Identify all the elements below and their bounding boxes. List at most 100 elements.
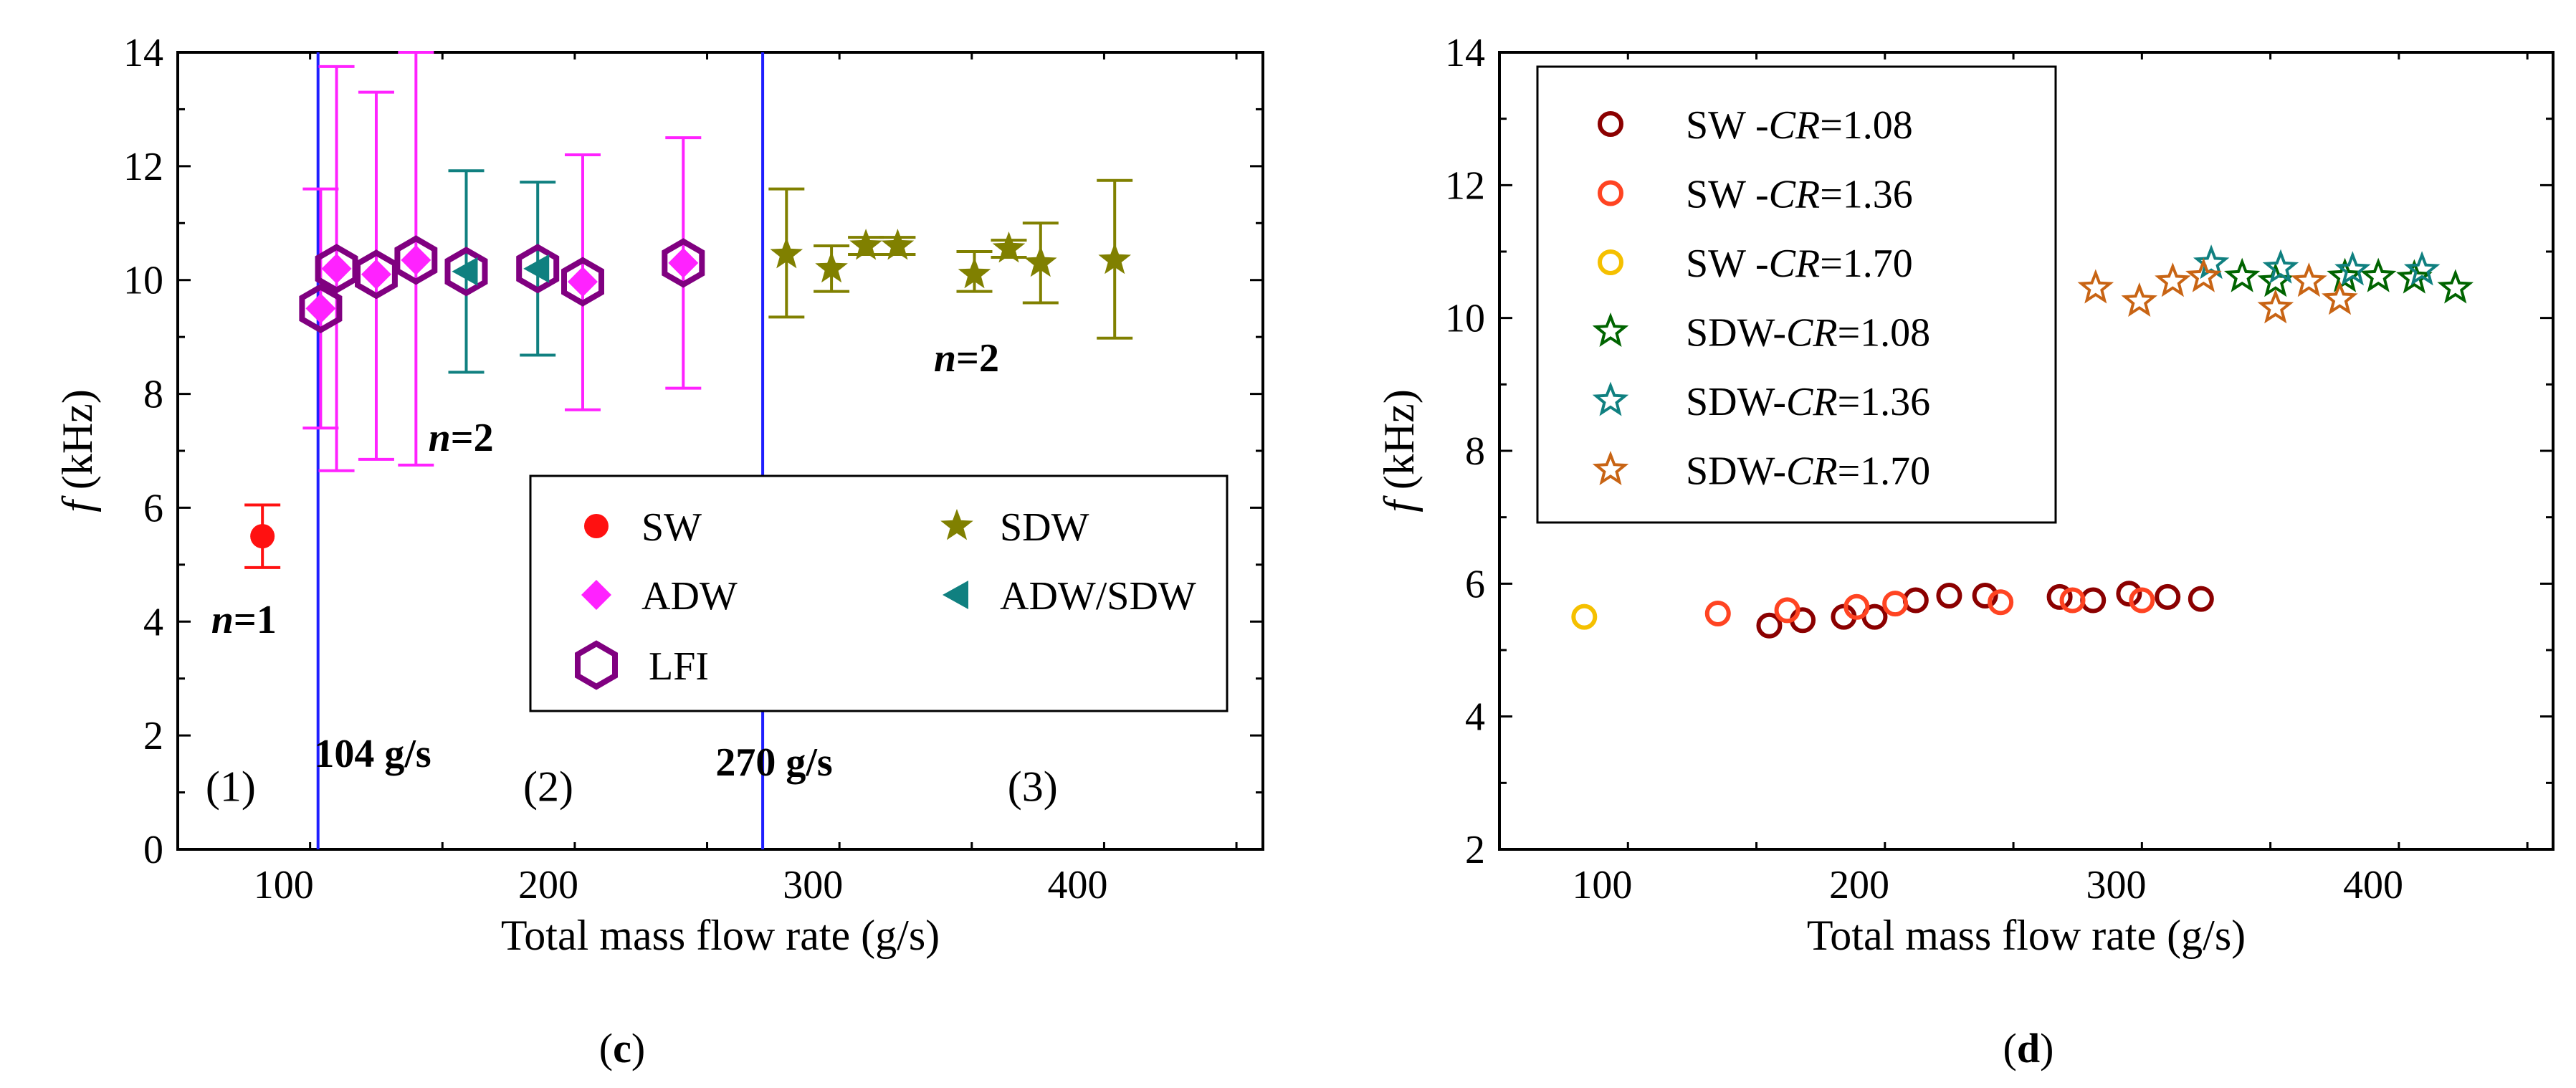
y-tick-label: 12 <box>1445 163 1485 208</box>
data-point-lfi <box>394 235 438 285</box>
data-point-series-5 <box>2262 249 2299 284</box>
legend-label: ADW <box>641 574 738 619</box>
data-point-sdw <box>958 257 991 289</box>
x-tick-label: 300 <box>2086 863 2146 907</box>
region-label: (2) <box>523 763 573 810</box>
data-point-series-1 <box>1936 583 1962 609</box>
mode-value: =2 <box>451 416 494 460</box>
data-point-lfi <box>299 283 343 334</box>
boundary-label: 270 g/s <box>715 740 832 785</box>
data-point-lfi <box>315 244 358 294</box>
legend-marker-6 <box>1592 450 1629 485</box>
data-point-series-1 <box>2155 583 2181 610</box>
data-point-series-4 <box>2396 259 2433 294</box>
boundary-label: 104 g/s <box>314 732 431 776</box>
data-point-adw <box>401 244 431 275</box>
legend-marker-adw <box>581 580 611 610</box>
legend-label-value: =1.36 <box>1838 380 1931 424</box>
data-point-series-5 <box>2193 244 2230 280</box>
legend-label-value: =1.36 <box>1820 173 1913 217</box>
legend-marker-sdw <box>940 509 973 540</box>
y-axis-label-unit: (kHz) <box>54 389 101 500</box>
y-tick-label: 4 <box>143 600 163 644</box>
data-point-lfi <box>516 244 560 294</box>
caption-paren: ( <box>2003 1025 2017 1072</box>
legend-box <box>529 474 1229 712</box>
legend-label-name: SW - <box>1686 242 1769 286</box>
legend-label-symbol: CR <box>1769 103 1821 148</box>
y-tick-label: 4 <box>1465 695 1485 740</box>
legend-box <box>1536 65 2057 524</box>
legend-label: SW -CR=1.36 <box>1686 173 1913 217</box>
legend-label: SDW-CR=1.70 <box>1686 449 1930 494</box>
x-tick-label: 300 <box>783 863 843 907</box>
data-point-adw <box>305 293 336 324</box>
legend-label: SDW-CR=1.08 <box>1686 311 1930 355</box>
chart-panel-c: 100 200 300 400 0 2 4 6 8 10 12 14 Total mass flow r… <box>54 31 1264 959</box>
data-point-series-2 <box>1988 589 2014 616</box>
legend: SW SDW ADW ADW/SDW LFI <box>529 474 1229 712</box>
data-point-series-2 <box>1774 597 1800 624</box>
legend-label-symbol: CR <box>1769 242 1821 286</box>
y-axis-label: f (kHz) <box>1375 389 1423 512</box>
data-point-sdw <box>815 251 848 283</box>
y-tick-label: 10 <box>123 259 163 303</box>
data-point-sdw <box>770 237 803 269</box>
data-point-series-2 <box>2059 587 2086 614</box>
data-point-adw <box>567 267 598 297</box>
data-point-series-1 <box>2080 587 2107 614</box>
region-label: (3) <box>1008 763 1058 810</box>
legend-label-name: SDW- <box>1686 380 1786 424</box>
legend-label: ADW/SDW <box>1000 574 1196 619</box>
chart-panel-d: 100 200 300 400 2 4 6 8 10 12 14 Total mass flow ra… <box>1375 31 2554 959</box>
legend-label: LFI <box>649 644 709 689</box>
data-point-series-1 <box>1756 612 1783 639</box>
mode-symbol: n <box>211 598 234 642</box>
region-label: (1) <box>206 763 256 810</box>
x-tick-label: 400 <box>1048 863 1108 907</box>
data-point-series-2 <box>1882 591 1909 617</box>
mode-value: =1 <box>234 598 277 642</box>
data-point-series-2 <box>2129 587 2155 614</box>
data-point-series-3 <box>1571 603 1598 630</box>
x-tick-label: 400 <box>2343 863 2403 907</box>
data-point-series-6 <box>2322 280 2358 315</box>
x-axis-label: Total mass flow rate (g/s) <box>1807 912 2246 959</box>
legend-label-symbol: CR <box>1769 173 1821 217</box>
y-tick-label: 0 <box>143 828 163 872</box>
legend-label: SW -CR=1.70 <box>1686 242 1913 286</box>
legend-label-value: =1.70 <box>1838 449 1931 494</box>
data-point-lfi <box>444 247 488 297</box>
legend-label-value: =1.70 <box>1820 242 1913 286</box>
data-point-series-6 <box>2155 262 2191 297</box>
y-tick-label: 2 <box>143 714 163 758</box>
mode-value: =2 <box>956 336 999 381</box>
legend-label-value: =1.08 <box>1820 103 1913 148</box>
x-tick-label: 100 <box>1572 863 1632 907</box>
legend-label-value: =1.08 <box>1838 311 1931 355</box>
data-point-series-5 <box>2403 251 2441 286</box>
mode-annotation: n=2 <box>934 336 999 381</box>
y-tick-label: 8 <box>143 373 163 417</box>
plot-frame <box>176 51 1264 851</box>
legend-label-symbol: CR <box>1786 380 1838 424</box>
data-point-series-1 <box>2188 586 2214 612</box>
mode-symbol: n <box>429 416 451 460</box>
data-point-series-2 <box>1704 601 1731 627</box>
caption-paren: ) <box>631 1025 645 1072</box>
data-point-adw <box>321 253 352 284</box>
data-point-adw-sdw <box>523 254 550 283</box>
legend-marker-1 <box>1598 111 1623 137</box>
legend-marker-adw-sdw <box>943 581 968 609</box>
x-tick-label: 100 <box>254 863 314 907</box>
data-point-series-1 <box>1972 583 1998 609</box>
x-axis-label: Total mass flow rate (g/s) <box>501 912 940 959</box>
data-point-sdw <box>849 229 882 260</box>
legend-label: SDW <box>1000 505 1089 550</box>
y-tick-label: 6 <box>143 486 163 530</box>
legend-marker-lfi <box>575 640 618 690</box>
data-point-series-6 <box>2121 282 2157 318</box>
data-point-series-1 <box>1902 587 1929 614</box>
